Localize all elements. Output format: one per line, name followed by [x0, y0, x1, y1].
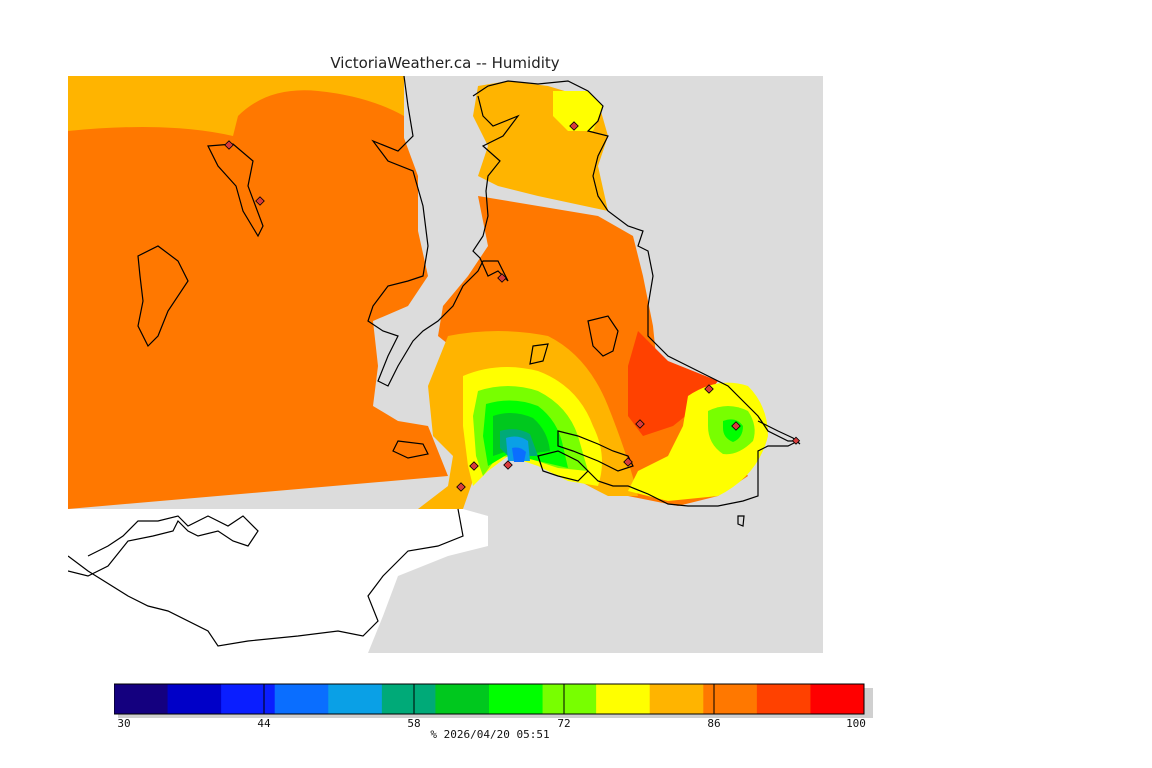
- colorbar-cell: [328, 684, 383, 714]
- colorbar: 30 44 58 72 86 100: [114, 683, 873, 730]
- station-marker[interactable]: [497, 273, 507, 283]
- colorbar-cell: [489, 684, 544, 714]
- island-left-2: [207, 143, 264, 238]
- colorbar-cell: [274, 684, 329, 714]
- colorbar-cell: [596, 684, 651, 714]
- timestamp-caption: % 2026/04/20 05:51: [430, 728, 550, 741]
- island-left-3: [392, 440, 429, 459]
- coastline-north-peninsula: [472, 80, 799, 507]
- colorbar-cell: [542, 684, 597, 714]
- station-marker[interactable]: [224, 140, 234, 150]
- coastline-spit: [557, 430, 634, 472]
- colorbar-tick-label: 72: [557, 717, 570, 730]
- colorbar-cell: [435, 684, 490, 714]
- contour-90-95-east: [628, 331, 718, 436]
- colorbar-cell: [221, 684, 276, 714]
- station-marker[interactable]: [456, 482, 466, 492]
- contour-86-90-west: [68, 76, 448, 509]
- coastline-southwest: [68, 515, 259, 577]
- colorbar-ticks: 30 44 58 72 86 100: [114, 684, 866, 730]
- station-marker[interactable]: [635, 419, 645, 429]
- coastlines: [68, 76, 801, 647]
- station-marker[interactable]: [569, 121, 579, 131]
- station-marker[interactable]: [503, 460, 513, 470]
- small-island-east: [737, 515, 745, 527]
- colorbar-tick-label: 30: [117, 717, 130, 730]
- colorbar-cell: [649, 684, 704, 714]
- colorbar-cell: [703, 684, 758, 714]
- colorbar-tick-label: 58: [407, 717, 420, 730]
- contour-fill: [68, 76, 768, 653]
- colorbar-cell: [810, 684, 865, 714]
- station-marker[interactable]: [623, 457, 633, 467]
- humidity-contour-map: [68, 76, 823, 653]
- colorbar-tick-label: 100: [846, 717, 866, 730]
- colorbar-cell: [167, 684, 222, 714]
- coastline-south-shore: [68, 508, 464, 647]
- station-markers: [224, 121, 801, 492]
- island-left-1: [137, 245, 189, 348]
- colorbar-tick-label: 86: [707, 717, 720, 730]
- station-marker[interactable]: [791, 436, 801, 445]
- contour-78-82-north: [553, 91, 603, 131]
- coastline-west-inlet: [367, 76, 520, 387]
- station-marker[interactable]: [704, 384, 714, 394]
- island-south-1: [537, 450, 589, 482]
- colorbar-cell: [756, 684, 811, 714]
- colorbar-tick-label: 44: [257, 717, 271, 730]
- colorbar-cell: [381, 684, 436, 714]
- station-marker[interactable]: [731, 421, 741, 431]
- contour-82-86-top: [68, 76, 404, 136]
- contour-50-54-core: [512, 447, 526, 462]
- colorbar-cells: [114, 684, 865, 714]
- island-center-2: [529, 343, 549, 365]
- no-data-region: [68, 509, 488, 653]
- map-title: VictoriaWeather.ca -- Humidity: [330, 54, 560, 72]
- station-marker[interactable]: [469, 461, 479, 471]
- station-marker[interactable]: [255, 196, 265, 206]
- island-center-1: [587, 315, 619, 357]
- colorbar-cell: [114, 684, 169, 714]
